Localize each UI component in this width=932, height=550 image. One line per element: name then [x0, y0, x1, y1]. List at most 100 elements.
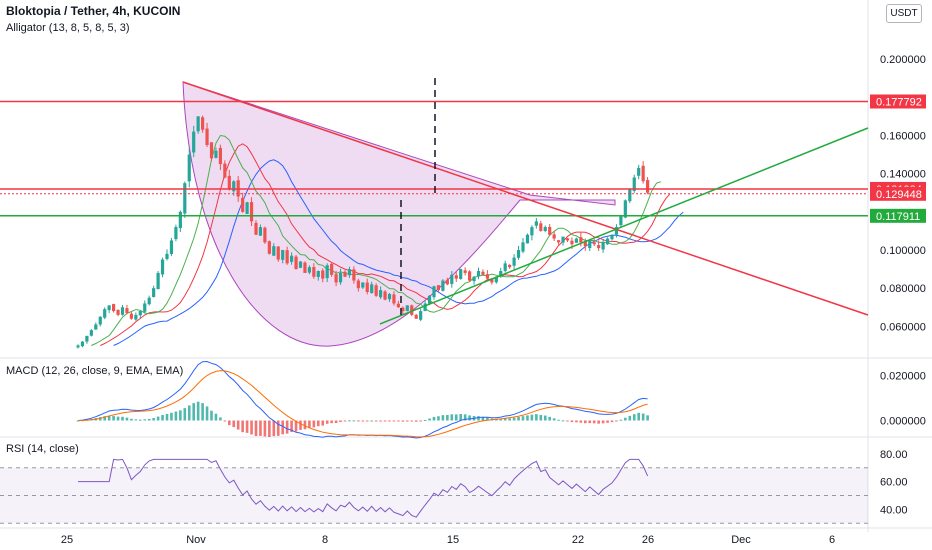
macd-histogram-bar [228, 420, 231, 426]
candle-body [543, 227, 547, 231]
candle-body [147, 297, 151, 305]
cup-pattern [182, 81, 616, 347]
candle-body [356, 280, 360, 289]
rsi-layer [0, 458, 868, 524]
macd-histogram-bar [410, 420, 414, 422]
macd-histogram-bar [459, 414, 462, 421]
macd-histogram-bar [597, 420, 600, 424]
macd-histogram-bar [143, 419, 147, 421]
candle-body [214, 150, 218, 158]
candle-body [263, 227, 267, 243]
candle-body [361, 282, 365, 288]
candle-body [352, 269, 356, 281]
macd-histogram-bar [414, 420, 418, 422]
macd-histogram-bar [370, 420, 373, 422]
macd-histogram-bar [521, 416, 525, 421]
candle-body [312, 267, 316, 277]
macd-histogram-bar [401, 420, 405, 422]
macd-histogram-bar [281, 420, 284, 435]
price-tag-box [870, 186, 926, 201]
macd-histogram-bar [463, 414, 467, 421]
candle-body [209, 142, 214, 159]
candle-body [525, 234, 530, 244]
symbol-title[interactable]: Bloktopia / Tether, 4h, KUCOIN [6, 4, 180, 18]
candle-body [516, 250, 521, 258]
macd-histogram-bar [423, 419, 427, 421]
macd-histogram-bar [570, 420, 574, 423]
candle-body [414, 314, 418, 319]
macd-histogram-bar [174, 411, 178, 421]
macd-histogram-bar [236, 420, 240, 430]
candle-body [410, 305, 414, 315]
macd-histogram-bar [628, 415, 632, 421]
macd-histogram-bar [312, 420, 316, 428]
price-axis-tick: 0.060000 [880, 321, 926, 333]
candle-body [307, 267, 311, 273]
macd-histogram-bar [294, 420, 298, 432]
macd-histogram-bar [299, 420, 302, 430]
candle-body [374, 285, 378, 296]
macd-histogram-bar [245, 420, 249, 433]
candle-body [468, 271, 472, 281]
currency-selector[interactable]: USDT [886, 4, 922, 23]
macd-histogram-bar [557, 419, 560, 421]
descending-trendline [182, 81, 869, 316]
candle-body [481, 271, 485, 275]
candle-body [303, 262, 307, 273]
macd-histogram-bar [388, 420, 391, 422]
alligator-legend[interactable]: Alligator (13, 8, 5, 8, 5, 3) [6, 22, 130, 34]
candle-body [476, 271, 481, 277]
macd-histogram-bar [272, 420, 276, 437]
price-tag-box [870, 94, 926, 109]
candle-body [614, 227, 619, 235]
time-axis-tick: Nov [186, 534, 206, 546]
macd-histogram-bar [517, 416, 520, 421]
macd-histogram-bar [179, 410, 182, 421]
macd-histogram-bar [259, 420, 262, 436]
macd-histogram-bar [263, 420, 267, 437]
macd-histogram-bar [561, 420, 565, 422]
rsi-axis-tick: 80.00 [880, 449, 908, 461]
candle-body [76, 345, 80, 348]
candle-body [623, 200, 627, 218]
macd-histogram-bar [361, 420, 365, 422]
macd-histogram-bar [147, 418, 151, 421]
candle-body [165, 253, 169, 260]
candle-body [129, 313, 133, 319]
macd-histogram-bar [357, 420, 360, 422]
macd-histogram-bar [637, 412, 640, 421]
candle-body [419, 311, 423, 320]
macd-legend[interactable]: MACD (12, 26, close, 9, EMA, EMA) [6, 365, 183, 377]
macd-histogram-bar [343, 420, 347, 422]
macd-histogram-bar [615, 420, 618, 422]
rsi-legend[interactable]: RSI (14, close) [6, 443, 79, 455]
candle-body [325, 265, 329, 279]
macd-histogram-bar [170, 412, 173, 421]
candle-body [557, 240, 561, 243]
macd-histogram-bar [543, 415, 547, 421]
candle-body [628, 188, 632, 202]
candle-body [570, 240, 574, 245]
candle-body [232, 181, 236, 192]
macd-histogram-bar [432, 416, 436, 421]
candle-body [183, 183, 187, 214]
macd-histogram-bar [606, 420, 609, 423]
macd-histogram-bar [325, 420, 329, 424]
macd-histogram-bar [303, 420, 307, 430]
candle-body [223, 163, 227, 178]
candle-body [245, 202, 249, 214]
macd-histogram-bar [125, 417, 129, 421]
candles-layer [76, 115, 650, 349]
candle-body [205, 128, 209, 145]
price-axis-tick: 0.080000 [880, 283, 926, 295]
macd-histogram-bar [406, 420, 409, 422]
candle-body [112, 304, 116, 312]
axes-layer: 0.200000 0.160000 0.140000 0.100000 0.080000… [61, 54, 926, 546]
macd-histogram-bar [317, 420, 320, 427]
macd-histogram-bar [254, 420, 258, 437]
time-axis-tick: 6 [829, 534, 835, 546]
candle-body [143, 303, 147, 312]
candle-body [490, 279, 494, 283]
candle-body [605, 238, 610, 245]
